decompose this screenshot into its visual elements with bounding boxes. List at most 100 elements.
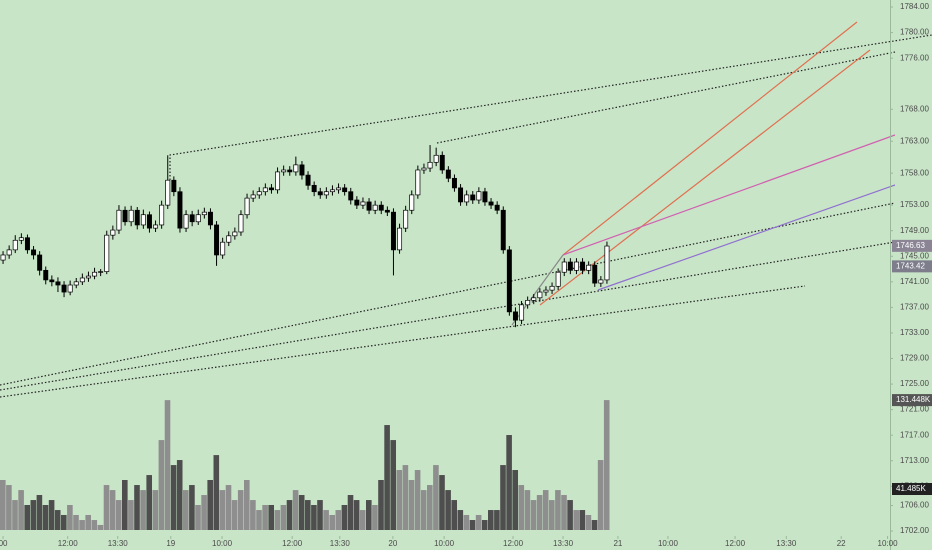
volume-bar <box>152 490 159 530</box>
volume-bar <box>573 510 580 530</box>
volume-bar <box>54 510 61 530</box>
trend-line <box>169 34 932 180</box>
volume-bar <box>115 500 122 530</box>
trend-lines <box>0 21 932 398</box>
volume-bar <box>176 460 183 530</box>
y-tick-label: 1753.00 <box>900 200 929 209</box>
trend-line <box>562 21 858 256</box>
candle-body <box>433 154 439 163</box>
candle-body <box>0 254 6 261</box>
candle-body <box>439 154 445 171</box>
candle-body <box>177 191 183 229</box>
volume-bar <box>30 500 37 530</box>
volume-bar <box>122 479 128 530</box>
candle-body <box>415 169 421 196</box>
candle-body <box>275 171 281 191</box>
candle-body <box>61 284 67 293</box>
candle-body <box>37 254 43 271</box>
candle-body <box>573 261 579 271</box>
candle-body <box>183 214 189 229</box>
candle-body <box>43 269 49 281</box>
candle-body <box>220 241 226 256</box>
volume-bar <box>225 485 232 530</box>
x-tick-label: 22 <box>837 539 846 548</box>
candle-body <box>458 187 464 203</box>
volume-bar <box>219 490 226 530</box>
volume-bar <box>457 510 464 530</box>
axis-value-label: 1743.42 <box>896 261 925 270</box>
candle-body <box>238 214 244 233</box>
volume-bar <box>12 500 18 530</box>
volume-bar <box>329 514 336 530</box>
volume-bar <box>530 500 537 530</box>
axis-value-box <box>892 483 932 496</box>
volume-bar <box>79 520 85 530</box>
volume-bar <box>506 435 512 530</box>
y-tick-label: 1768.00 <box>900 104 929 113</box>
candle-body <box>67 284 73 293</box>
y-tick-label: 1721.00 <box>900 405 929 414</box>
volume-bar <box>579 510 586 530</box>
x-tick-label: 21 <box>613 539 622 548</box>
candle-body <box>451 177 457 189</box>
x-tick-label: 19 <box>166 539 175 548</box>
candle-body <box>519 304 525 321</box>
axis-value-label: 131.448K <box>896 395 931 404</box>
y-tick-label: 1702.00 <box>900 526 929 535</box>
y-tick-label: 1741.00 <box>900 277 929 286</box>
candle-body <box>360 201 366 206</box>
volume-bar <box>268 504 275 530</box>
volume-bar <box>140 490 146 530</box>
candle-body <box>476 191 482 201</box>
volume-bar <box>42 504 49 530</box>
volume-bar <box>189 485 195 530</box>
candle-body <box>549 285 555 291</box>
candle-body <box>329 189 335 193</box>
candle-body <box>214 224 220 256</box>
x-tick-label: 00 <box>0 539 8 548</box>
axis-value-box <box>892 260 932 273</box>
volume-bar <box>85 514 92 530</box>
volume-bar <box>378 479 384 530</box>
volume-bar <box>298 495 305 530</box>
candle-body <box>397 227 403 251</box>
candle-body <box>268 187 274 191</box>
candle-body <box>195 214 201 223</box>
candle-body <box>293 164 299 173</box>
candle-body <box>354 199 360 206</box>
y-tick-label: 1749.00 <box>900 226 929 235</box>
volume-bar <box>451 500 458 530</box>
axis-value-label: 41.485K <box>896 484 926 493</box>
candle-body <box>146 214 152 229</box>
candle-body <box>604 245 610 281</box>
x-tick-label: 12:00 <box>58 539 79 548</box>
candle-body <box>311 184 317 193</box>
volume-bar <box>0 479 6 530</box>
candle-body <box>262 187 268 193</box>
volume-bar <box>274 510 281 530</box>
volume-bar <box>97 524 104 530</box>
volume-bar <box>542 490 549 530</box>
volume-bar <box>18 490 24 530</box>
candle-body <box>159 204 165 226</box>
volume-bar <box>207 479 214 530</box>
candle-body <box>390 211 396 251</box>
y-tick-label: 1745.00 <box>900 251 929 260</box>
volume-bar <box>463 514 470 530</box>
y-tick-label: 1706.00 <box>900 501 929 510</box>
candle-body <box>537 291 543 299</box>
candle-body <box>555 271 561 287</box>
candle-body <box>128 209 134 223</box>
candle-body <box>207 211 213 226</box>
volume-bar <box>488 510 494 530</box>
volume-bar <box>134 485 140 530</box>
trend-line <box>0 202 896 386</box>
volume-bar <box>256 510 262 530</box>
candle-body <box>305 174 311 186</box>
volume-bar <box>427 485 433 530</box>
volume-bar <box>524 490 531 530</box>
candle-body <box>366 201 372 211</box>
volume-bar <box>591 520 598 530</box>
candle-body <box>427 161 433 169</box>
volume-bar <box>585 514 592 530</box>
